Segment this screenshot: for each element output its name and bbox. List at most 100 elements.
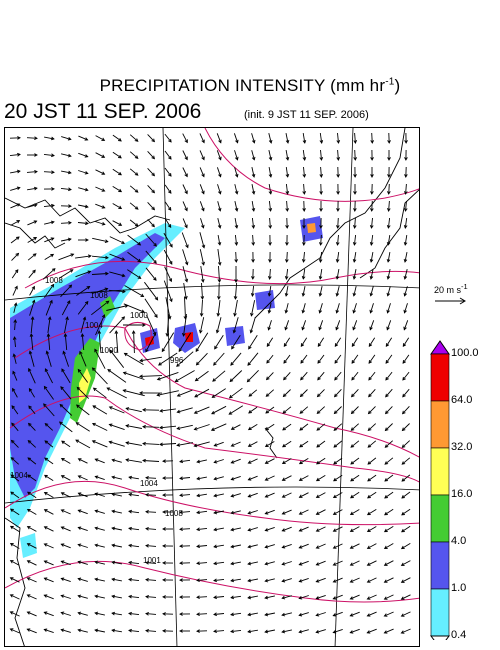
wind-arrow <box>13 354 17 364</box>
wind-arrow <box>75 255 91 259</box>
wind-arrowhead <box>121 257 126 261</box>
wind-arrow <box>266 372 274 380</box>
wind-arrowhead <box>349 630 354 634</box>
wind-arrow <box>182 201 188 211</box>
wind-arrowhead <box>298 629 303 634</box>
wind-arrowhead <box>264 511 269 515</box>
wind-arrow <box>217 235 221 245</box>
colorbar-segment <box>430 447 450 496</box>
wind-arrowhead <box>118 205 123 209</box>
wind-arrow <box>11 269 19 279</box>
wind-arrowhead <box>201 207 205 212</box>
wind-arrowhead <box>162 595 166 599</box>
wind-arrowhead <box>77 560 82 565</box>
wind-arrow <box>61 475 71 481</box>
wind-arrow <box>29 300 35 316</box>
wind-arrow <box>112 544 122 548</box>
wind-arrow <box>211 423 227 431</box>
wind-arrow <box>250 317 256 333</box>
wind-arrowhead <box>128 509 133 514</box>
wind-arrowhead <box>298 494 303 498</box>
wind-arrowhead <box>284 259 289 263</box>
wind-arrowhead <box>77 509 82 513</box>
wind-arrow <box>214 476 224 480</box>
wind-arrowhead <box>44 457 48 461</box>
wind-arrow <box>199 249 205 265</box>
wind-arrowhead <box>400 562 405 566</box>
wind-arrowhead <box>285 139 290 144</box>
wind-arrowhead <box>167 224 172 228</box>
wind-arrowhead <box>267 326 271 331</box>
precip-intense <box>79 368 91 403</box>
wind-arrowhead <box>315 562 320 566</box>
wind-arrow <box>147 219 155 227</box>
wind-arrowhead <box>318 309 323 314</box>
wind-arrowhead <box>369 292 374 297</box>
wind-arrowhead <box>247 362 251 366</box>
wind-arrow <box>316 577 326 583</box>
wind-arrow <box>351 337 359 347</box>
wind-arrowhead <box>118 138 122 142</box>
wind-arrowhead <box>28 367 32 372</box>
wind-arrow <box>95 314 105 336</box>
wind-arrow <box>229 370 243 382</box>
wind-arrow <box>181 232 189 248</box>
wind-arrow <box>44 136 54 140</box>
wind-arrowhead <box>333 427 338 431</box>
wind-arrowhead <box>159 442 163 447</box>
wind-arrowhead <box>350 410 355 415</box>
wind-arrow <box>248 544 258 548</box>
wind-arrow <box>265 629 275 633</box>
wind-arrowhead <box>27 457 32 461</box>
isobar-label: 1008 <box>90 291 108 300</box>
wind-arrow <box>404 217 408 229</box>
wind-arrow <box>234 234 238 246</box>
wind-arrow <box>197 476 207 480</box>
wind-arrowhead <box>315 613 320 617</box>
grid-lat-2 <box>5 486 419 504</box>
wind-arrowhead <box>151 223 155 228</box>
wind-arrowhead <box>298 595 303 600</box>
wind-arrow <box>78 492 88 498</box>
wind-arrow <box>351 354 359 364</box>
wind-arrow <box>213 578 225 582</box>
precip-heavy-2 <box>100 296 115 318</box>
wind-arrowhead <box>33 203 38 208</box>
wind-arrow <box>316 594 326 600</box>
wind-arrowhead <box>229 378 234 383</box>
wind-arrow <box>199 167 205 177</box>
wind-arrowhead <box>265 410 270 414</box>
wind-arrowhead <box>10 439 15 444</box>
wind-arrowhead <box>366 511 371 516</box>
wind-arrow <box>124 285 144 297</box>
wind-arrowhead <box>9 577 14 581</box>
wind-arrowhead <box>77 628 82 633</box>
wind-arrowhead <box>230 629 234 634</box>
wind-arrowhead <box>283 376 287 381</box>
wind-arrowhead <box>234 259 239 263</box>
wind-arrowhead <box>315 545 320 549</box>
wind-arrowhead <box>268 208 273 212</box>
wind-arrowhead <box>111 526 116 531</box>
wind-arrowhead <box>43 628 48 632</box>
wind-arrow <box>10 526 20 532</box>
wind-arrow <box>95 203 105 209</box>
wind-arrow <box>64 317 68 333</box>
wind-arrow <box>333 628 343 634</box>
wind-arrow <box>316 423 326 431</box>
wind-arrow <box>216 133 222 143</box>
wind-arrowhead <box>333 393 338 398</box>
wind-arrow <box>128 578 140 582</box>
wind-arrowhead <box>369 208 374 212</box>
grid-lon-1 <box>162 128 178 646</box>
wind-arrow <box>95 544 105 548</box>
wind-arrowhead <box>77 543 82 547</box>
wind-arrowhead <box>32 253 37 257</box>
wind-arrowhead <box>201 190 205 195</box>
wind-arrowhead <box>247 527 252 532</box>
wind-arrow <box>164 167 172 177</box>
wind-arrow <box>404 286 408 296</box>
wind-arrowhead <box>145 475 149 480</box>
wind-arrow <box>145 562 157 564</box>
wind-arrowhead <box>247 510 252 515</box>
